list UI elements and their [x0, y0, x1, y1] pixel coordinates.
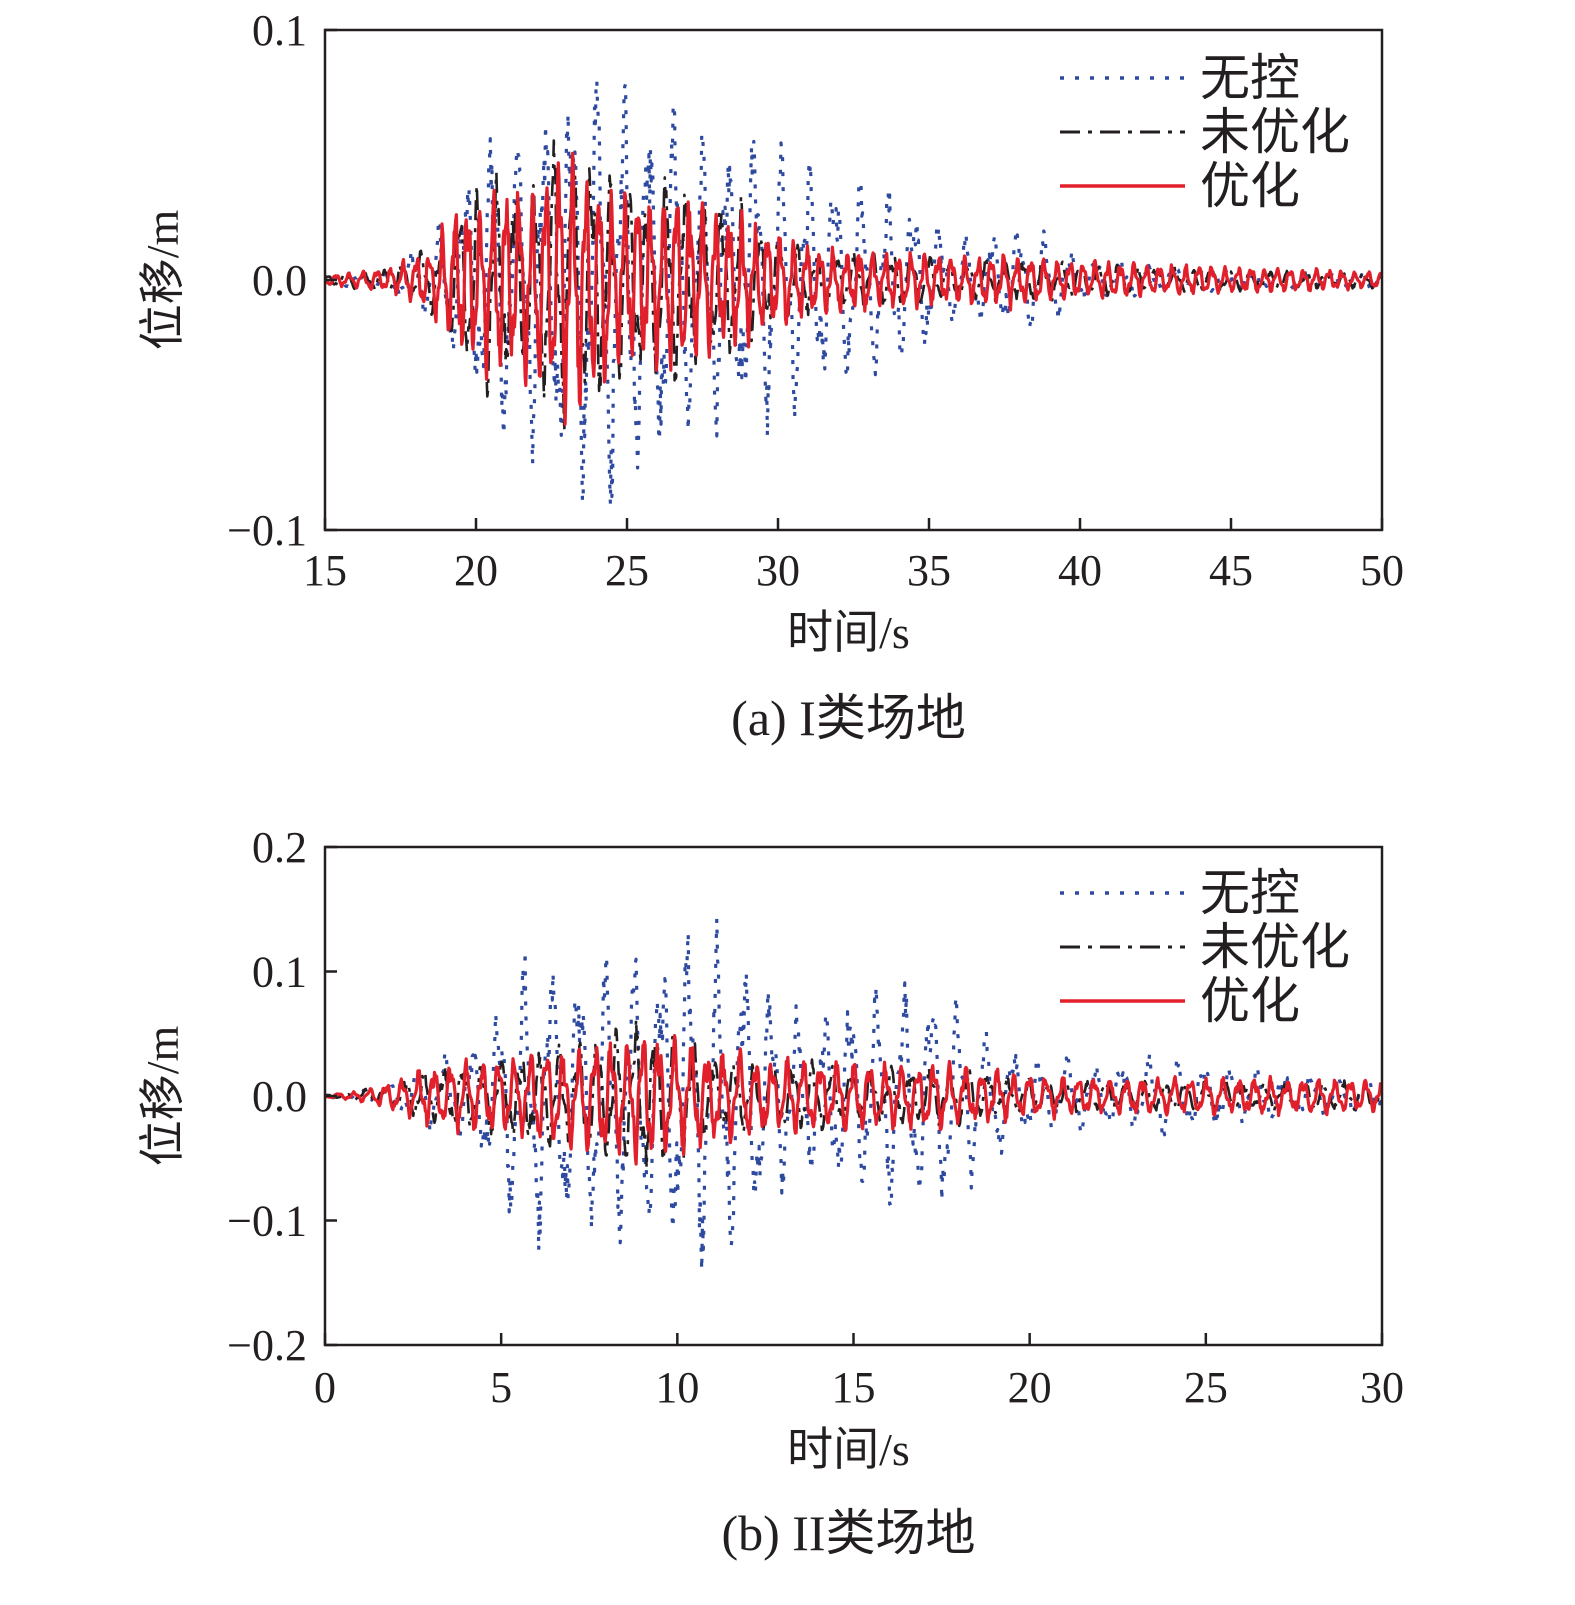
y-tick-label: −0.1 — [227, 506, 307, 555]
x-tick-label: 45 — [1209, 546, 1253, 595]
x-tick-label: 0 — [314, 1363, 336, 1412]
x-tick-label: 50 — [1360, 546, 1404, 595]
x-tick-labels-b: 0 5 10 15 20 25 30 — [314, 1363, 1404, 1412]
x-tick-label: 15 — [303, 546, 347, 595]
x-tick-label: 10 — [655, 1363, 699, 1412]
legend-label-2: 未优化 — [1200, 104, 1350, 160]
y-tick-labels-a: −0.1 0.0 0.1 — [227, 6, 307, 555]
y-tick-labels-b: −0.2 −0.1 0.0 0.1 0.2 — [227, 823, 307, 1370]
x-tick-label: 30 — [756, 546, 800, 595]
y-tick-label: −0.2 — [227, 1321, 307, 1370]
panel-a: −0.1 0.0 0.1 15 20 25 30 35 40 45 50 位移/m 时间/s (a… — [137, 6, 1404, 746]
legend-label-3: 优化 — [1200, 158, 1300, 214]
tick-marks-b — [323, 845, 1384, 1347]
legend-label-1: 无控 — [1200, 865, 1300, 921]
panel-b: −0.2 −0.1 0.0 0.1 0.2 0 5 10 15 20 25 30 位移/m 时间/s… — [137, 823, 1404, 1561]
x-tick-label: 20 — [454, 546, 498, 595]
x-tick-label: 30 — [1360, 1363, 1404, 1412]
x-tick-label: 5 — [490, 1363, 512, 1412]
x-tick-label: 35 — [907, 546, 951, 595]
legend-label-2: 未优化 — [1200, 919, 1350, 975]
series-line-3 — [325, 151, 1382, 426]
legend-label-1: 无控 — [1200, 50, 1300, 106]
x-tick-labels-a: 15 20 25 30 35 40 45 50 — [303, 546, 1404, 595]
y-tick-label: 0.2 — [252, 823, 307, 872]
x-axis-label-a: 时间/s — [787, 607, 910, 658]
tick-marks-a — [323, 28, 1384, 532]
y-axis-label-b: 位移/m — [137, 1026, 188, 1167]
y-tick-label: 0.0 — [252, 256, 307, 305]
x-tick-label: 20 — [1008, 1363, 1052, 1412]
x-axis-label-b: 时间/s — [787, 1424, 910, 1475]
legend-label-3: 优化 — [1200, 973, 1300, 1029]
y-tick-label: −0.1 — [227, 1197, 307, 1246]
caption-b: (b) II类场地 — [721, 1505, 975, 1561]
caption-a: (a) I类场地 — [731, 690, 966, 746]
y-axis-label-a: 位移/m — [137, 210, 188, 351]
x-tick-label: 25 — [605, 546, 649, 595]
x-tick-label: 40 — [1058, 546, 1102, 595]
y-tick-label: 0.1 — [252, 6, 307, 55]
x-tick-label: 25 — [1184, 1363, 1228, 1412]
y-tick-label: 0.0 — [252, 1072, 307, 1121]
y-tick-label: 0.1 — [252, 948, 307, 997]
x-tick-label: 15 — [832, 1363, 876, 1412]
series-line-3 — [325, 1034, 1382, 1166]
